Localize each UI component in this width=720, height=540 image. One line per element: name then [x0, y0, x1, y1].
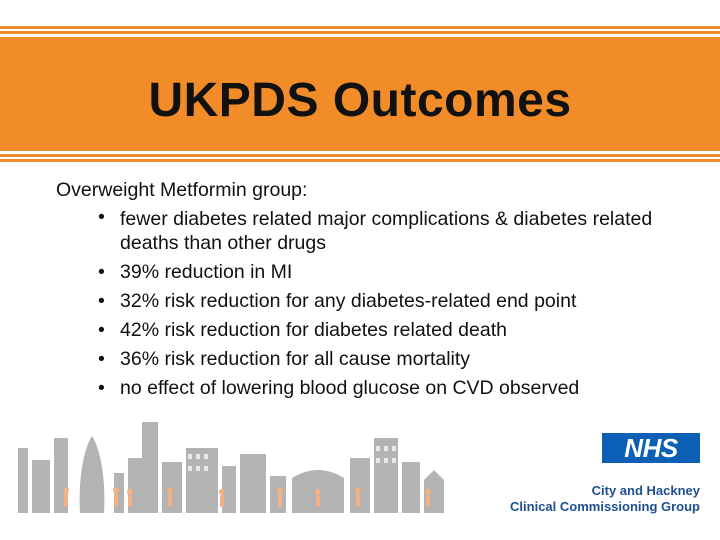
bullet-list: • fewer diabetes related major complicati… [56, 205, 676, 403]
title-banner: UKPDS Outcomes [0, 37, 720, 151]
bullet-text: no effect of lowering blood glucose on C… [120, 377, 580, 399]
bullet-item: • no effect of lowering blood glucose on … [96, 374, 676, 403]
bullet-text: 32% risk reduction for any diabetes-rela… [120, 290, 577, 312]
bottom-rule-lower [0, 159, 720, 162]
bullet-marker: • [98, 261, 105, 283]
bullet-marker: • [98, 290, 105, 312]
org-name-line1: City and Hackney [591, 483, 700, 498]
bullet-item: • 36% risk reduction for all cause mortal… [96, 345, 676, 374]
bullet-item: • 39% reduction in MI [96, 258, 676, 287]
nhs-logo-text: NHS [624, 432, 678, 463]
bullet-marker: • [98, 319, 105, 341]
bottom-rule-upper [0, 154, 720, 157]
org-name-line2: Clinical Commissioning Group [510, 499, 700, 514]
bullet-marker: • [98, 377, 105, 399]
slide-title: UKPDS Outcomes [148, 73, 572, 127]
bullet-item: • fewer diabetes related major complicati… [96, 205, 676, 258]
bullet-text: fewer diabetes related major complicatio… [120, 208, 653, 254]
nhs-logo: NHS [602, 433, 700, 463]
bullet-text: 42% risk reduction for diabetes related … [120, 319, 507, 341]
lead-text: Overweight Metformin group: [56, 179, 308, 201]
bullet-item: • 42% risk reduction for diabetes related… [96, 316, 676, 345]
city-skyline-illustration [18, 422, 444, 513]
slide-body: Overweight Metformin group: • fewer diabe… [56, 176, 676, 403]
bullet-item: • 32% risk reduction for any diabetes-rel… [96, 287, 676, 316]
bullet-marker: • [98, 348, 105, 370]
bullet-text: 39% reduction in MI [120, 261, 293, 283]
bullet-marker: • [98, 206, 105, 228]
bullet-text: 36% risk reduction for all cause mortali… [120, 348, 471, 370]
top-rule-upper [0, 26, 720, 29]
top-rule-lower [0, 31, 720, 34]
